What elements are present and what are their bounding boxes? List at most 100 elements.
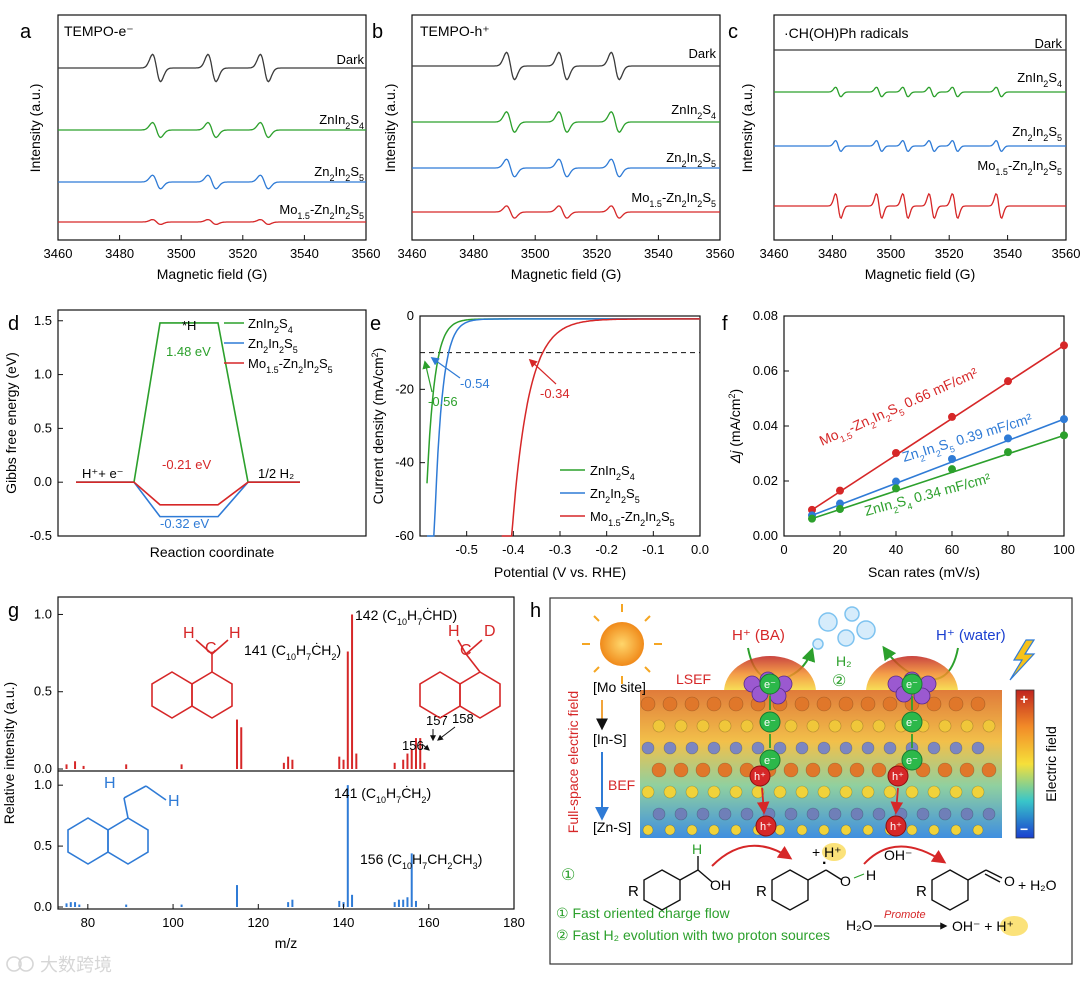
panel-f-ytick-label-1: 0.02 xyxy=(753,473,778,488)
panel-c-epr-radicals: c ·CH(OH)Ph radicals 3460 3480 3500 3520 354… xyxy=(728,14,1080,282)
watermark-logo-icon xyxy=(6,956,22,972)
panel-d-y-ticks: -0.5 0.0 0.5 1.0 1.5 xyxy=(30,313,63,543)
panel-g-ytick-label-0-2: 1.0 xyxy=(34,606,52,621)
atom xyxy=(651,762,667,778)
panel-d-path-1 xyxy=(76,481,300,518)
benzyl-alcohol-molecule xyxy=(643,856,713,911)
panel-e-xtick-label-0: -0.5 xyxy=(455,542,477,557)
panel-a-title: TEMPO-e⁻ xyxy=(64,23,134,39)
atom xyxy=(861,785,875,799)
atom xyxy=(871,762,887,778)
hole-label: h⁺ xyxy=(892,771,904,783)
atom xyxy=(641,785,655,799)
panel-g-ylabel: Relative intensity (a.u.) xyxy=(1,682,17,824)
atom xyxy=(883,741,897,755)
panel-f-cdl: f 0 20 40 60 80 100 0.00 0.02 0.04 0.06 0.08 Scan … xyxy=(722,308,1075,580)
mol-o-2: O xyxy=(840,873,851,889)
panel-a-trace-1 xyxy=(58,121,366,139)
panel-a-x-ticks: 3460 3480 3500 3520 3540 3560 xyxy=(44,235,380,261)
atom xyxy=(828,807,842,821)
atom xyxy=(960,807,974,821)
atom xyxy=(970,696,986,712)
panel-h-note1: ① Fast oriented charge flow xyxy=(556,905,731,921)
panel-h-note2: ② Fast H₂ evolution with two proton sour… xyxy=(556,927,830,943)
atom xyxy=(641,741,655,755)
panel-b-x-ticks: 3460 3480 3500 3520 3540 3560 xyxy=(398,235,734,261)
electron-label: e⁻ xyxy=(906,717,918,729)
panel-b-trace-1 xyxy=(412,111,720,133)
panel-a-series-mo-zn2in2s5: Mo1.5-Zn2In2S5 xyxy=(279,202,364,221)
colorbar-plus: + xyxy=(1020,691,1028,707)
atom xyxy=(795,741,809,755)
hole-icon xyxy=(755,815,777,837)
mol-oh-1: OH xyxy=(710,877,731,893)
atom xyxy=(696,807,710,821)
panel-c-xtick-label-4: 3540 xyxy=(993,246,1022,261)
panel-e-legend-mo: Mo1.5-Zn2In2S5 xyxy=(590,509,675,528)
panel-g-mol3-h-left: H xyxy=(104,775,116,792)
electron-icon xyxy=(901,749,923,771)
atom xyxy=(927,741,941,755)
panel-g-mol1-c: C xyxy=(205,640,217,657)
panel-c-series-znin2s4: ZnIn2S4 xyxy=(1017,70,1062,89)
mol-r-3: R xyxy=(916,883,927,900)
panel-g-xtick-label-4: 160 xyxy=(418,915,440,930)
watermark: 大数跨境 xyxy=(6,955,112,975)
atom xyxy=(959,762,975,778)
panel-f-ylabel: Δj (mA/cm2) xyxy=(727,389,743,464)
panel-c-series-dark: Dark xyxy=(1035,36,1063,51)
panel-g-xtick-label-1: 100 xyxy=(162,915,184,930)
mol-o-3: O xyxy=(1004,873,1015,889)
panel-a-xtick-label-4: 3540 xyxy=(290,246,319,261)
electron-icon xyxy=(759,673,781,695)
electron-label: e⁻ xyxy=(906,755,918,767)
panel-g-xtick-label-5: 180 xyxy=(503,915,525,930)
panel-g-ytick-label-0-1: 0.5 xyxy=(34,684,52,699)
hole-arrow xyxy=(756,787,770,815)
panel-g-arrow-158 xyxy=(437,726,456,741)
electron-icon xyxy=(759,749,781,771)
panel-g-anno-141-bottom: 141 (C10H7ĊH2) xyxy=(334,784,431,805)
atom xyxy=(849,762,865,778)
panel-g-anno-158: 158 xyxy=(452,711,474,726)
panel-d-state-left: H⁺+ e⁻ xyxy=(82,466,124,481)
panel-g-molecule-ch2-radical xyxy=(151,639,233,719)
colorbar-minus: − xyxy=(1020,821,1028,837)
electron-label: e⁻ xyxy=(764,717,776,729)
panel-d-legend-zn2in2s5: Zn2In2S5 xyxy=(248,336,298,355)
panel-f-xtick-label-1: 20 xyxy=(833,542,847,557)
panel-h-full-space: Full-space electric field xyxy=(565,691,581,833)
panel-a-trace-0 xyxy=(58,53,366,83)
panel-c-frame xyxy=(773,14,1067,241)
panel-c-ylabel: Intensity (a.u.) xyxy=(739,84,755,173)
panel-f-ytick-label-0: 0.00 xyxy=(753,528,778,543)
panel-h-promote: Promote xyxy=(884,909,926,921)
panel-e-ytick-label-2: -40 xyxy=(395,455,414,470)
panel-d-ytick-label-1: 0.0 xyxy=(34,474,52,489)
panel-g-mass-spectra: g 0.00.51.00.00.51.080 100 120 140 160 180 m/… xyxy=(1,596,525,951)
panel-e-onset-blue: -0.54 xyxy=(460,376,490,391)
panel-f-xtick-label-3: 60 xyxy=(945,542,959,557)
panel-b-epr-tempo-h: b TEMPO-h⁺ 3460 3480 3500 3520 3540 3560 Magn… xyxy=(372,14,734,282)
mol-h-1: H xyxy=(692,841,702,857)
atom xyxy=(729,785,743,799)
panel-f-xtick-label-5: 100 xyxy=(1053,542,1075,557)
panel-f-point-0-3 xyxy=(948,412,956,421)
panel-b-trace-3 xyxy=(412,205,720,219)
panel-h-h-ba: H⁺ (BA) xyxy=(732,627,785,644)
atom xyxy=(707,785,721,799)
panel-g-molecule-chd-radical xyxy=(419,639,501,719)
panel-a-traces xyxy=(58,53,366,226)
panel-f-point-1-1 xyxy=(836,499,844,508)
panel-d-state-mid: *H xyxy=(182,318,196,333)
atom xyxy=(972,824,984,836)
panel-h-arrow-step2 xyxy=(863,845,947,865)
panel-f-point-2-4 xyxy=(1004,448,1012,457)
panel-h-lsef: LSEF xyxy=(676,671,711,687)
panel-h-water-left: H₂O xyxy=(846,917,873,933)
panel-b-label: b xyxy=(372,21,383,43)
atom xyxy=(938,719,952,733)
panel-b-trace-2 xyxy=(412,158,720,178)
atom xyxy=(685,785,699,799)
